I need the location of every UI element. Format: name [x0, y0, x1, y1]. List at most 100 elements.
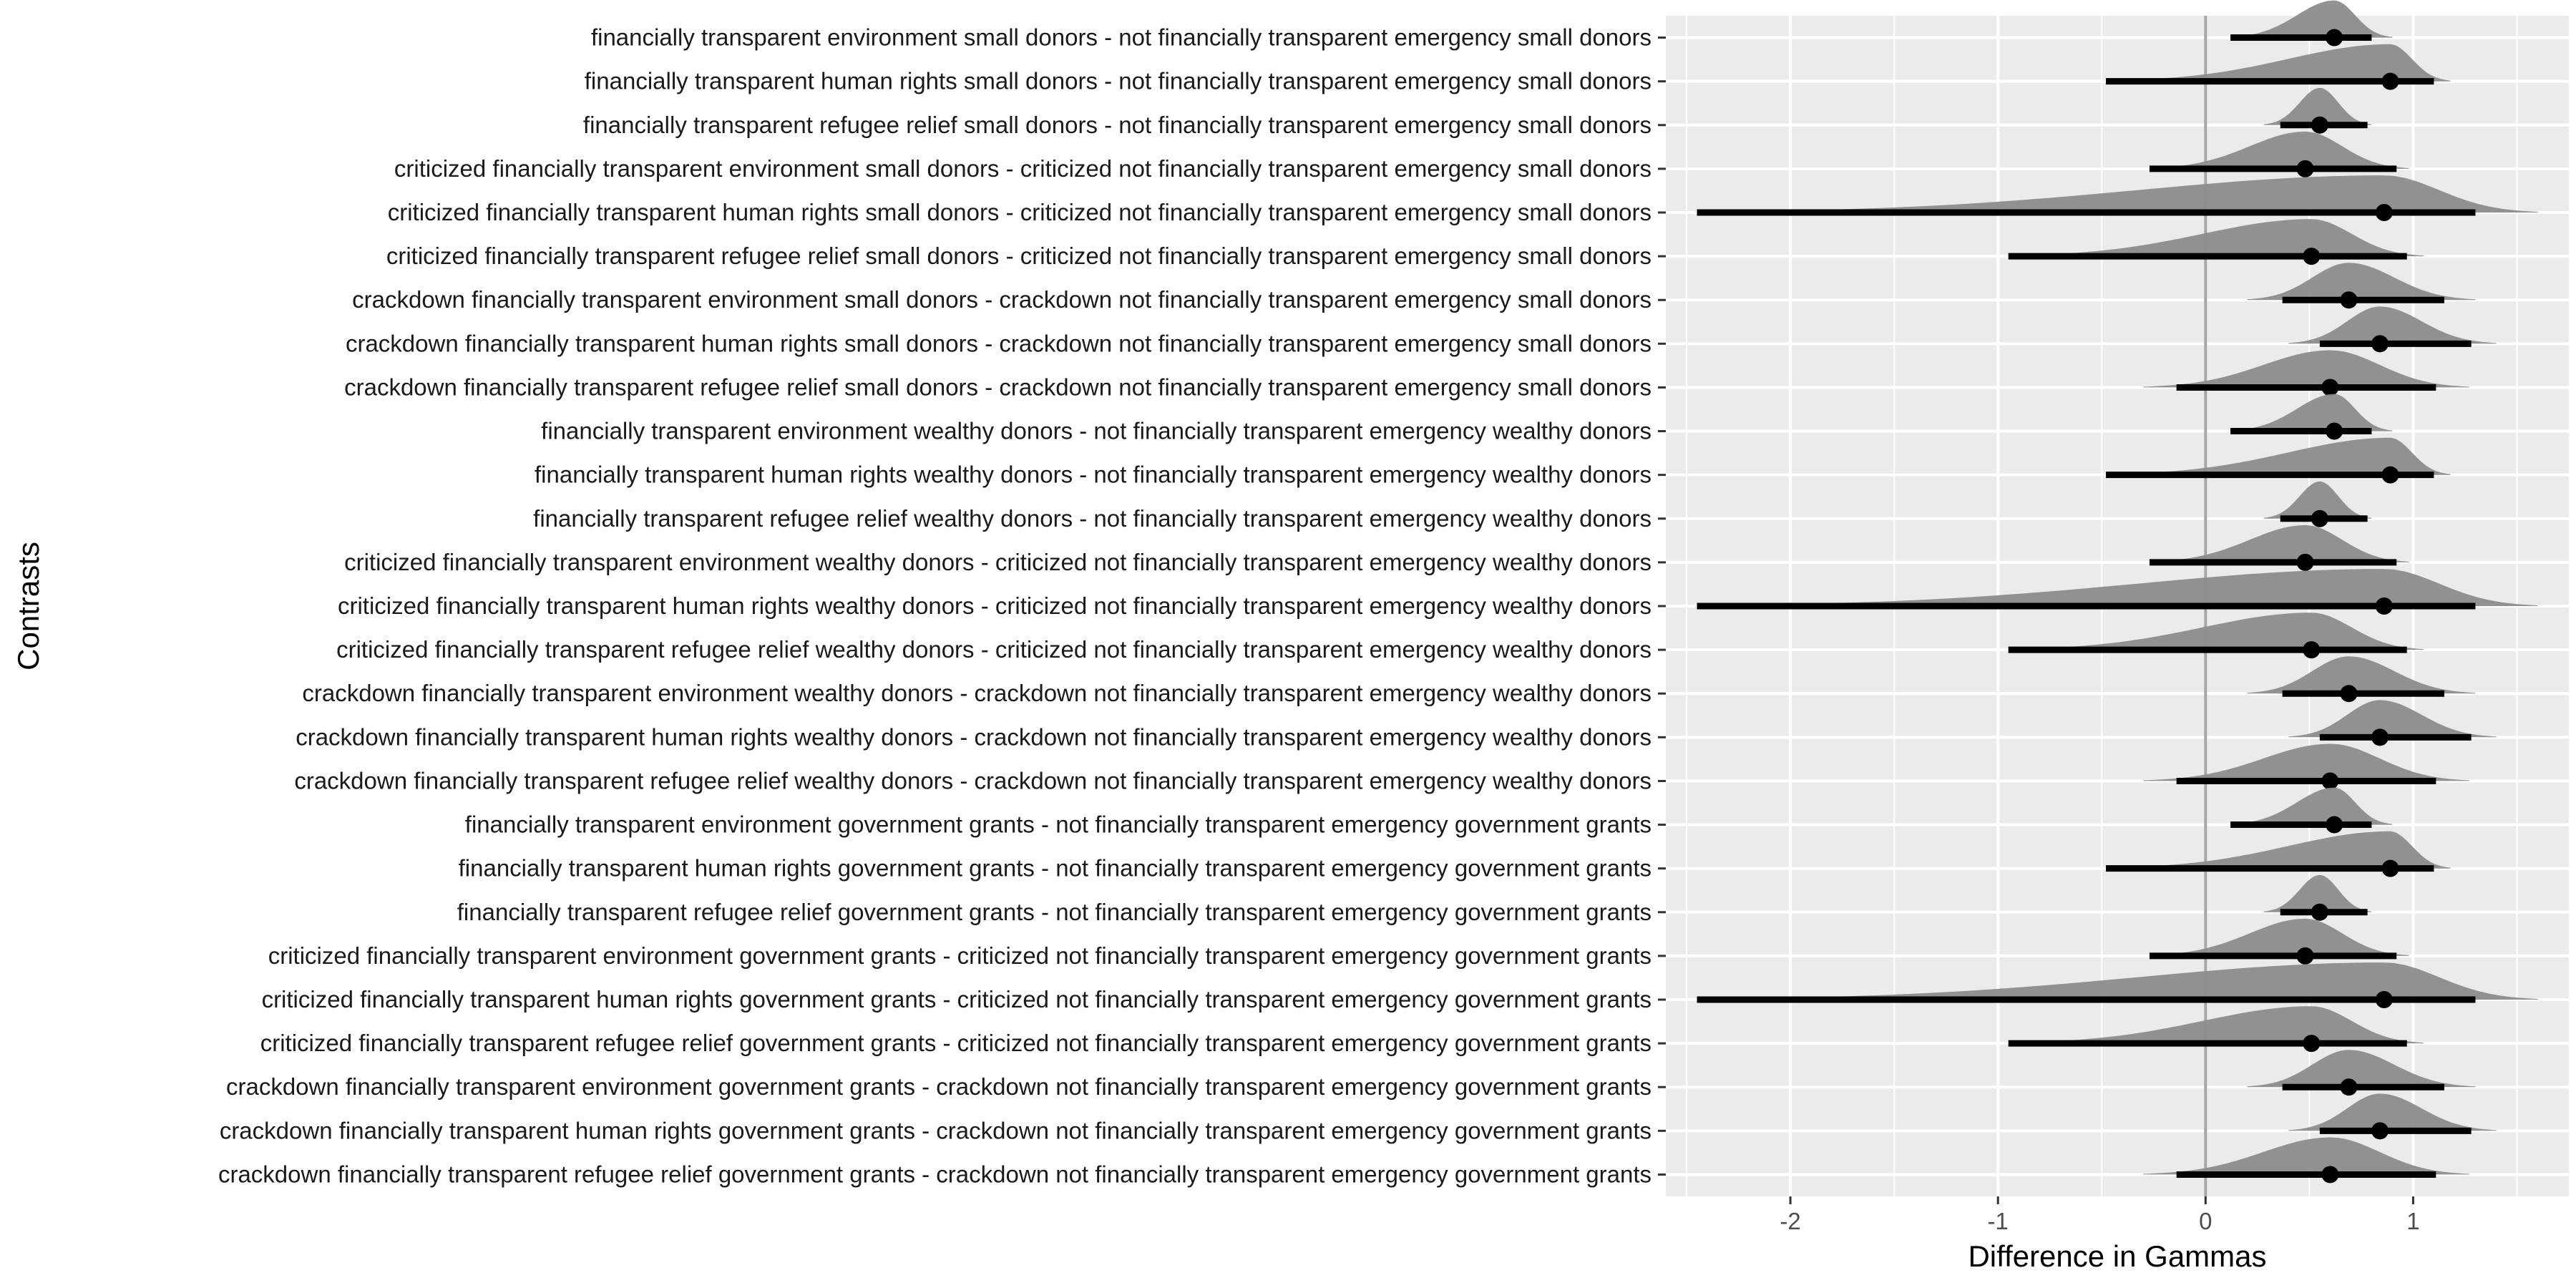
contrast-row [2263, 87, 2372, 134]
density-ridge [2106, 44, 2451, 82]
y-tick-label: crackdown financially transparent enviro… [352, 286, 1652, 313]
density-ridge [2247, 263, 2476, 301]
contrast-row [2149, 131, 2409, 177]
density-ridge [2247, 656, 2476, 694]
y-tick-label: financially transparent human rights sma… [585, 68, 1652, 94]
point-estimate [2371, 1122, 2389, 1140]
contrast-row [2106, 44, 2451, 90]
density-ridge [2288, 700, 2497, 738]
x-axis-title: Difference in Gammas [1968, 1239, 2266, 1273]
y-axis-title: Contrasts [11, 542, 45, 670]
point-estimate [2326, 422, 2343, 440]
contrast-row [1697, 962, 2538, 1008]
y-tick-label: crackdown financially transparent refuge… [218, 1161, 1652, 1187]
y-tick-label: financially transparent environment gove… [465, 811, 1652, 838]
contrast-row [2008, 613, 2424, 659]
contrast-row [2143, 1137, 2469, 1184]
point-estimate [2371, 335, 2389, 353]
density-ridge [2230, 787, 2393, 825]
contrast-row [2263, 874, 2372, 921]
point-estimate [2296, 553, 2314, 571]
point-estimate [2375, 597, 2393, 615]
point-estimate [2340, 685, 2358, 703]
point-estimate [2375, 991, 2393, 1008]
y-tick-label: crackdown financially transparent refuge… [344, 374, 1652, 400]
point-estimate [2311, 509, 2328, 527]
density-ridge [2150, 131, 2409, 169]
density-ridge [2230, 394, 2393, 431]
contrast-row [1697, 569, 2538, 615]
point-estimate [2381, 859, 2399, 877]
contrast-row [2230, 394, 2393, 440]
point-estimate [2340, 1078, 2358, 1096]
point-estimate [2311, 903, 2328, 921]
point-estimate [2296, 947, 2314, 965]
point-estimate [2381, 72, 2399, 90]
density-ridge [1697, 175, 2538, 213]
point-estimate [2321, 379, 2339, 396]
density-ridge [2288, 306, 2497, 344]
y-tick-marks [1658, 36, 1666, 1176]
density-ridge [2263, 874, 2372, 912]
point-estimate [2371, 728, 2389, 746]
contrast-row [2247, 1050, 2476, 1096]
contrast-row [2149, 918, 2409, 965]
y-tick-label: criticized financially transparent envir… [268, 942, 1652, 969]
point-estimate [2326, 29, 2343, 47]
point-estimate [2296, 160, 2314, 177]
y-tick-label: financially transparent environment smal… [591, 24, 1652, 51]
density-ridge [2143, 743, 2469, 781]
contrast-row [2263, 481, 2372, 527]
density-ridge [2008, 1006, 2424, 1044]
y-tick-label: criticized financially transparent refug… [336, 636, 1652, 663]
y-tick-label: criticized financially transparent refug… [260, 1030, 1652, 1056]
contrast-row [2247, 263, 2476, 309]
y-tick-label: crackdown financially transparent refuge… [294, 767, 1652, 794]
contrast-row [2247, 656, 2476, 703]
density-ridge [2263, 481, 2372, 519]
contrast-row [2008, 219, 2424, 265]
density-ridge [2150, 525, 2409, 562]
contrast-row [2149, 525, 2409, 571]
y-tick-label: financially transparent refugee relief w… [533, 505, 1652, 532]
density-ridge [1697, 962, 2538, 1000]
y-tick-label: criticized financially transparent human… [338, 592, 1652, 619]
point-estimate [2375, 204, 2393, 221]
contrast-row [2143, 743, 2469, 790]
y-tick-label: financially transparent refugee relief g… [457, 899, 1652, 925]
point-estimate [2326, 816, 2343, 834]
contrast-row [2143, 350, 2469, 396]
y-tick-label: financially transparent environment weal… [541, 418, 1652, 444]
y-tick-label: crackdown financially transparent human … [220, 1117, 1652, 1143]
density-ridge [2263, 87, 2372, 125]
density-ridge [1697, 569, 2538, 606]
contrast-row [2288, 1093, 2497, 1140]
density-ridge [2230, 0, 2393, 38]
point-estimate [2321, 772, 2339, 790]
contrast-row [1697, 175, 2538, 221]
density-ridge [2288, 1093, 2497, 1131]
contrast-row [2288, 306, 2497, 353]
y-tick-label: crackdown financially transparent enviro… [226, 1073, 1652, 1100]
point-estimate [2381, 466, 2399, 484]
y-tick-label: financially transparent refugee relief s… [583, 112, 1652, 138]
y-tick-label: crackdown financially transparent enviro… [302, 680, 1652, 706]
y-tick-label: criticized financially transparent refug… [386, 243, 1652, 269]
contrast-marks [1697, 0, 2538, 1184]
x-tick-marks: -2 -1 0 1 [1780, 1196, 2420, 1234]
point-estimate [2311, 116, 2328, 134]
contrast-row [2008, 1006, 2424, 1053]
y-tick-labels: financially transparent environment smal… [218, 24, 1652, 1188]
density-ridge [2150, 918, 2409, 956]
x-tick-label: 0 [2199, 1208, 2212, 1234]
contrast-row [2106, 437, 2451, 484]
contrast-row [2106, 831, 2451, 877]
density-ridge [2143, 350, 2469, 388]
contrast-row [2230, 0, 2393, 47]
y-tick-label: criticized financially transparent envir… [344, 549, 1652, 575]
point-estimate [2303, 248, 2321, 265]
y-tick-label: financially transparent human rights wea… [535, 462, 1652, 488]
density-ridge [2143, 1137, 2469, 1175]
y-tick-label: criticized financially transparent envir… [394, 155, 1652, 182]
